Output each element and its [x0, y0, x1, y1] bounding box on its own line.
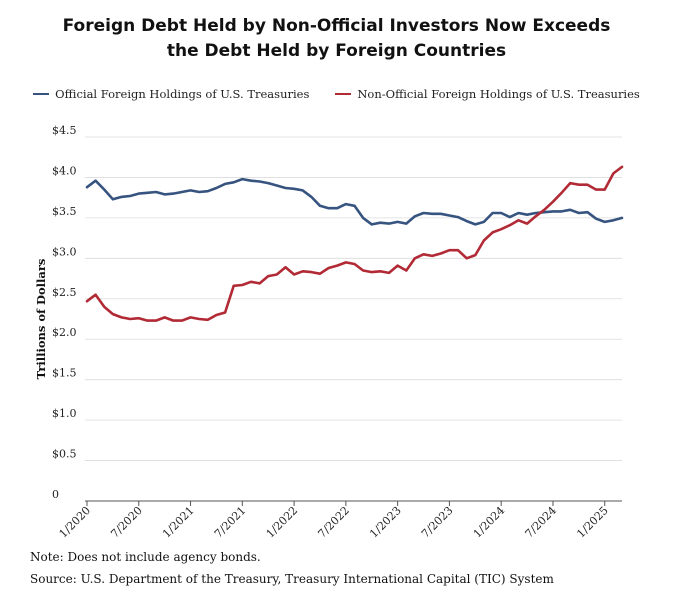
legend-swatch-non-official: [335, 92, 352, 96]
x-tick-label: 7/2021: [212, 504, 249, 541]
x-tick-label: 1/2020: [57, 504, 94, 541]
x-tick-label: 7/2020: [108, 504, 145, 541]
legend-swatch-official: [33, 92, 50, 96]
y-tick-label: $3.0: [52, 245, 77, 258]
x-tick-label: 7/2023: [419, 504, 456, 541]
legend-label-official: Official Foreign Holdings of U.S. Treasu…: [55, 87, 310, 101]
y-tick-label: $1.5: [52, 367, 77, 380]
chart-title-line-1: Foreign Debt Held by Non-Official Invest…: [62, 16, 611, 36]
y-tick-label: $4.0: [52, 164, 77, 177]
legend-item-official: Official Foreign Holdings of U.S. Treasu…: [33, 87, 309, 101]
y-tick-label: $2.5: [52, 286, 77, 299]
legend-item-non-official: Non-Official Foreign Holdings of U.S. Tr…: [335, 87, 640, 101]
x-tick-label: 1/2024: [471, 504, 508, 541]
chart-title-line-2: the Debt Held by Foreign Countries: [166, 41, 507, 61]
series-line-official: [85, 177, 624, 226]
x-tick-label: 7/2022: [315, 504, 352, 541]
chart-title: Foreign Debt Held by Non-Official Invest…: [0, 14, 673, 64]
series-line-non-official: [85, 165, 624, 322]
legend: Official Foreign Holdings of U.S. Treasu…: [0, 87, 673, 101]
x-tick-label: 1/2025: [574, 504, 611, 541]
y-axis-label: Trillions of Dollars: [34, 259, 48, 380]
y-tick-label: $1.0: [52, 407, 77, 420]
y-tick-label: $2.0: [52, 326, 77, 339]
chart-note: Note: Does not include agency bonds.: [30, 550, 261, 564]
y-tick-label: $3.5: [52, 205, 77, 218]
legend-label-non-official: Non-Official Foreign Holdings of U.S. Tr…: [357, 87, 640, 101]
chart-source: Source: U.S. Department of the Treasury,…: [30, 572, 554, 586]
x-tick-label: 1/2021: [160, 504, 197, 541]
x-tick-label: 7/2024: [523, 504, 560, 541]
y-tick-label: 0: [52, 488, 59, 501]
y-tick-label: $4.5: [52, 124, 77, 137]
y-tick-label: $0.5: [52, 448, 77, 461]
x-tick-label: 1/2023: [367, 504, 404, 541]
x-tick-label: 1/2022: [264, 504, 301, 541]
